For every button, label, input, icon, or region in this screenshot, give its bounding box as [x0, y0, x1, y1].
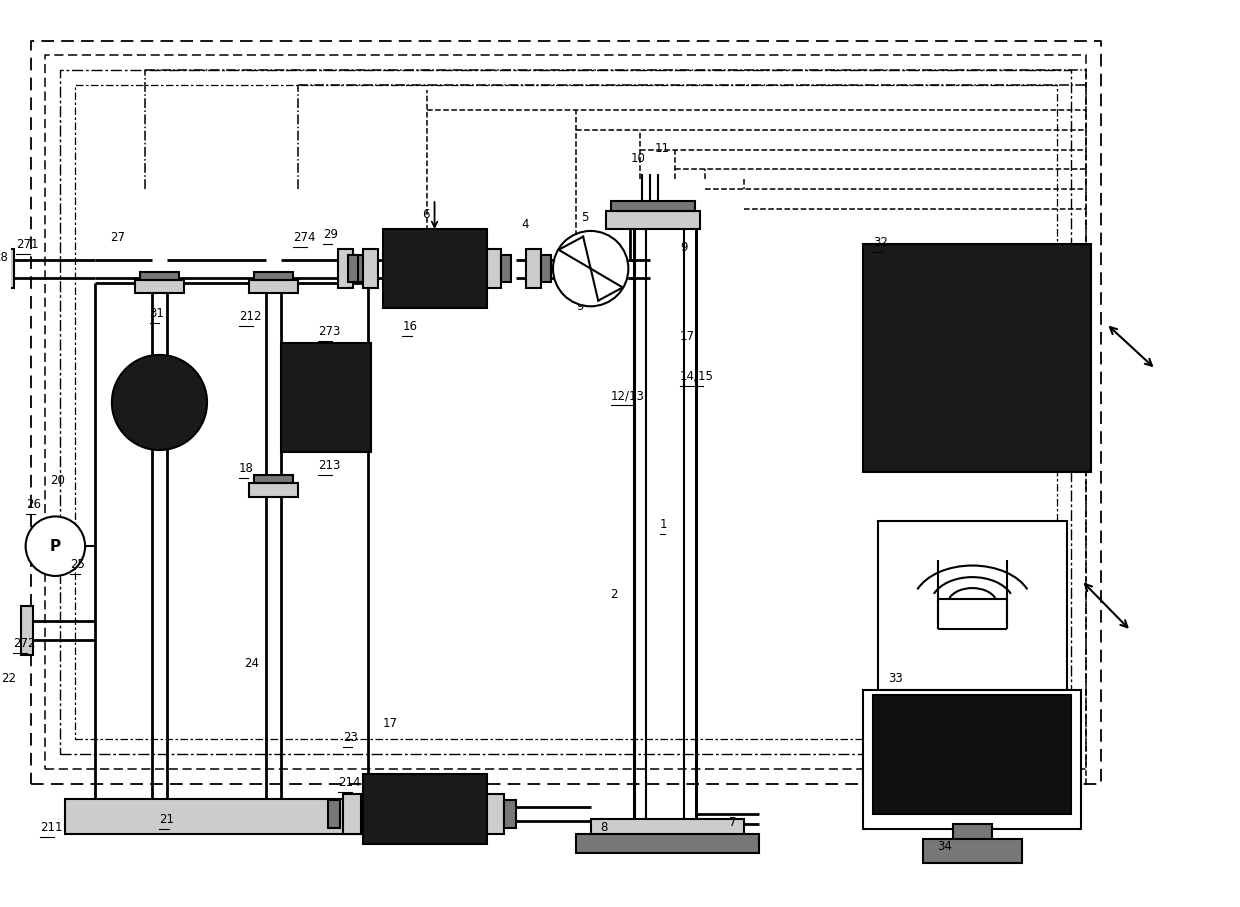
Bar: [66, 799, 397, 834]
Text: 1: 1: [660, 518, 667, 532]
Bar: [342, 794, 361, 834]
Bar: [590, 819, 744, 839]
Text: 3: 3: [417, 815, 424, 829]
Text: 212: 212: [239, 310, 262, 323]
Text: 8: 8: [600, 821, 608, 834]
Bar: [873, 695, 1071, 814]
Text: 31: 31: [150, 307, 165, 320]
Text: 18: 18: [239, 462, 254, 474]
Text: 23: 23: [342, 731, 357, 745]
Text: 6: 6: [422, 208, 429, 221]
Bar: [347, 255, 357, 282]
Circle shape: [112, 355, 207, 450]
Text: 32: 32: [873, 236, 888, 249]
Text: 4: 4: [521, 218, 528, 231]
Bar: [362, 775, 486, 844]
Text: 213: 213: [319, 459, 341, 472]
Bar: [878, 522, 1066, 690]
Bar: [575, 834, 759, 853]
Circle shape: [553, 231, 629, 307]
Bar: [505, 800, 516, 828]
Text: 271: 271: [16, 238, 38, 250]
Text: 11: 11: [655, 141, 670, 154]
Text: 19: 19: [160, 395, 175, 407]
Bar: [486, 794, 505, 834]
Bar: [863, 690, 1081, 829]
Text: 9: 9: [575, 300, 583, 313]
Text: 273: 273: [319, 325, 341, 338]
Text: 24: 24: [244, 657, 259, 670]
Text: 12/13: 12/13: [610, 389, 645, 403]
Text: 9: 9: [680, 240, 687, 254]
Text: 5: 5: [580, 211, 588, 224]
Circle shape: [26, 516, 86, 576]
Bar: [952, 824, 992, 844]
Text: 28: 28: [0, 250, 7, 264]
Bar: [526, 249, 541, 288]
Text: 14/15: 14/15: [680, 370, 714, 383]
Bar: [254, 474, 294, 483]
Bar: [362, 249, 377, 288]
Bar: [382, 229, 486, 308]
Text: 25: 25: [71, 558, 86, 571]
Text: 33: 33: [888, 672, 903, 685]
Bar: [0, 249, 14, 288]
Text: 2: 2: [610, 588, 618, 600]
Text: 274: 274: [294, 231, 316, 244]
Bar: [135, 279, 185, 293]
Text: 34: 34: [937, 841, 952, 853]
Bar: [249, 483, 299, 497]
Text: 21: 21: [160, 813, 175, 825]
Bar: [610, 201, 694, 211]
Bar: [329, 800, 340, 828]
Bar: [21, 606, 32, 655]
Text: 17: 17: [680, 330, 694, 343]
Bar: [254, 271, 294, 279]
Bar: [352, 255, 362, 282]
Bar: [281, 343, 371, 452]
Text: 211: 211: [41, 821, 63, 834]
Bar: [486, 249, 501, 288]
Bar: [541, 255, 551, 282]
Text: 29: 29: [324, 228, 339, 241]
Text: 7: 7: [729, 815, 737, 829]
Text: 27: 27: [110, 231, 125, 244]
Bar: [605, 211, 699, 229]
Text: 22: 22: [1, 672, 16, 685]
Text: 214: 214: [337, 776, 361, 789]
Bar: [501, 255, 511, 282]
Text: P: P: [50, 539, 61, 553]
Text: 17: 17: [382, 717, 398, 729]
Text: 10: 10: [630, 151, 645, 164]
Bar: [249, 279, 299, 293]
Text: 30: 30: [324, 424, 337, 437]
Text: 26: 26: [26, 499, 41, 512]
Text: 272: 272: [12, 638, 35, 650]
Bar: [863, 244, 1091, 472]
Bar: [140, 271, 180, 279]
Bar: [337, 249, 352, 288]
Text: 16: 16: [402, 320, 418, 333]
Bar: [923, 839, 1022, 863]
Text: 20: 20: [51, 473, 66, 487]
